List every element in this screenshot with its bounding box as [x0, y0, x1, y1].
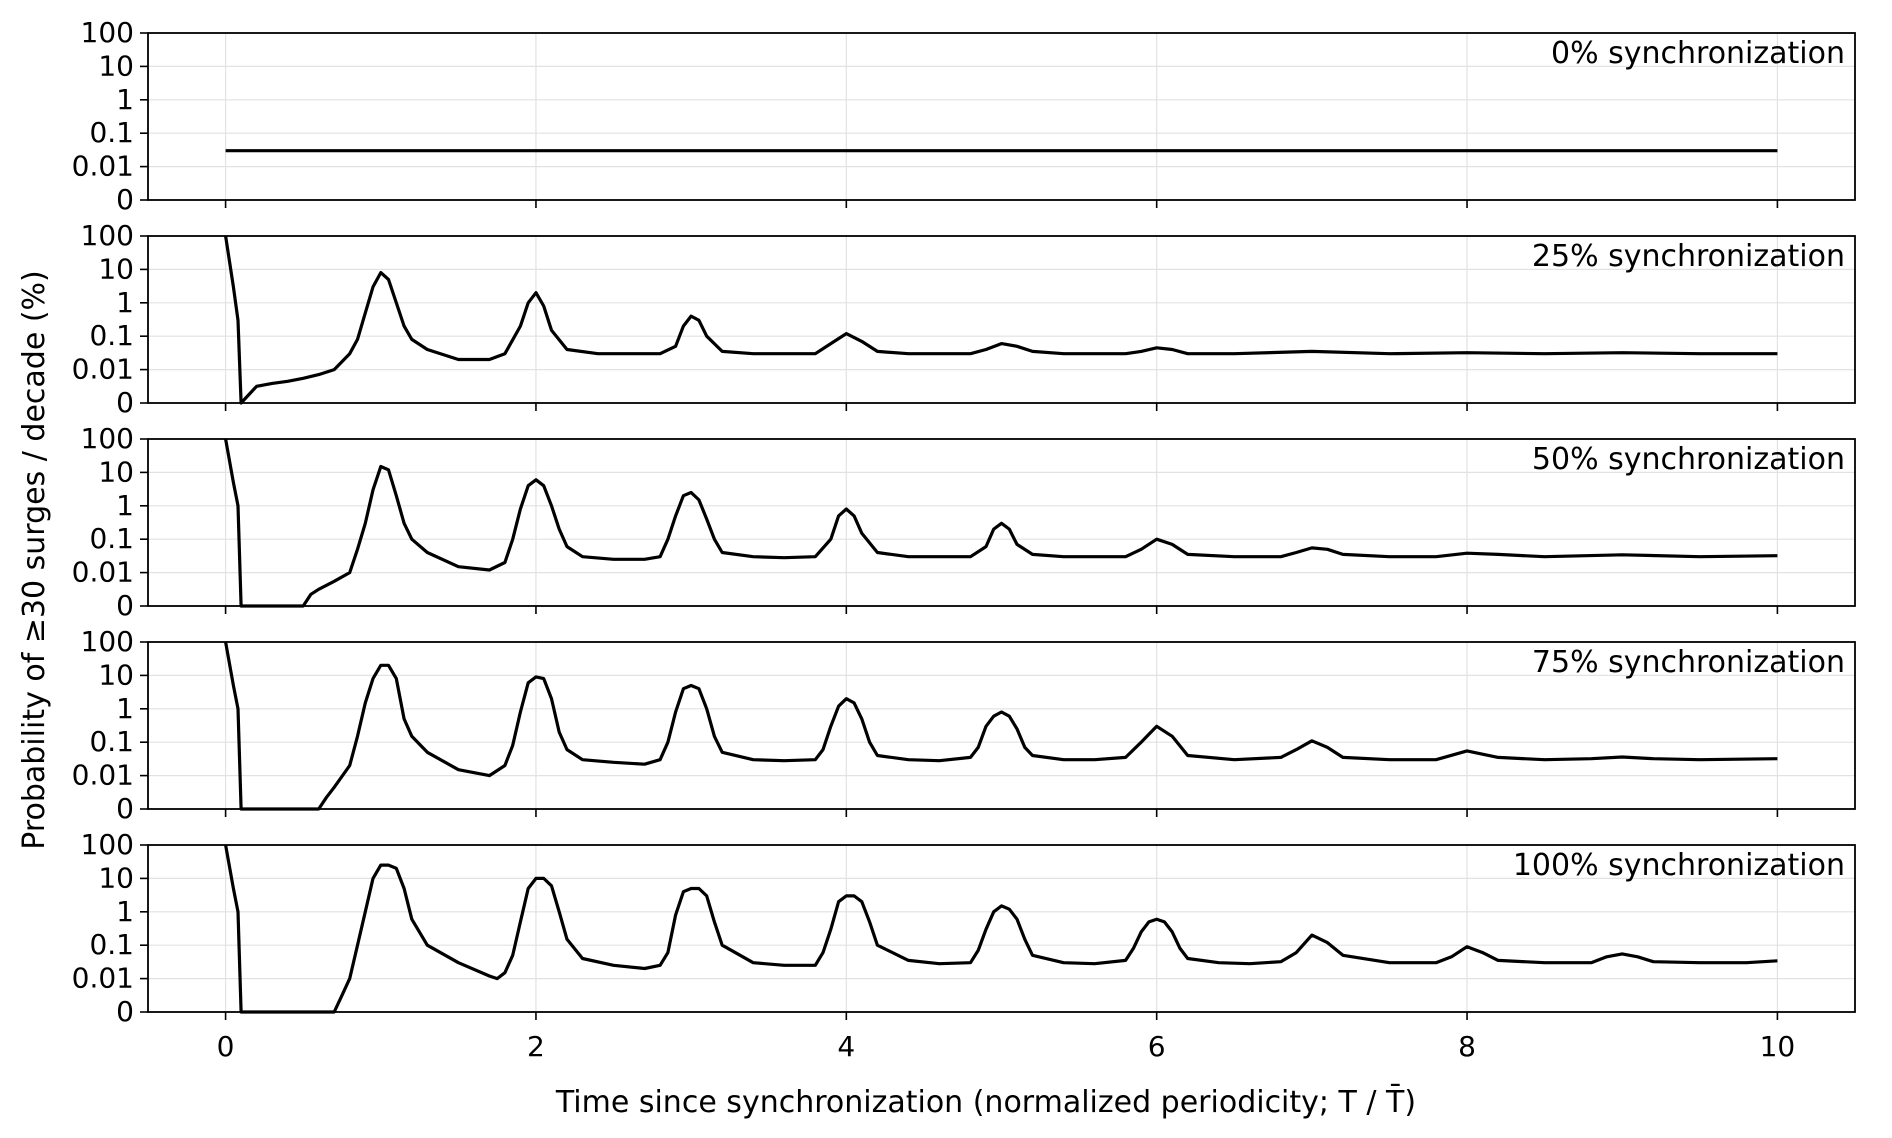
y-tick-label: 0.1	[89, 319, 134, 352]
series-line	[224, 844, 1778, 1014]
y-tick-label: 1	[116, 692, 134, 725]
panel-frame	[147, 641, 1856, 810]
y-tick-label: 10	[98, 658, 134, 691]
y-tick-label: 100	[81, 625, 134, 658]
panel-label: 50% synchronization	[1532, 442, 1845, 477]
y-axis-label: Probability of ≥30 surges / decade (%)	[17, 270, 52, 850]
panel-label: 0% synchronization	[1551, 36, 1845, 71]
panel-frame	[147, 438, 1856, 607]
y-tick-label: 0	[116, 995, 134, 1028]
series-line	[224, 641, 1778, 811]
x-tick-label: 0	[217, 1030, 235, 1063]
y-tick-label: 100	[81, 219, 134, 252]
y-tick-label: 1	[116, 83, 134, 116]
x-tick-label: 4	[837, 1030, 855, 1063]
x-tick-label: 10	[1760, 1030, 1796, 1063]
x-axis: 0 2 4 6 8 10	[217, 1030, 1796, 1063]
panel-frame	[147, 32, 1856, 201]
y-tick-label: 0	[116, 792, 134, 825]
panel-frame	[147, 235, 1856, 404]
series-line	[224, 438, 1778, 608]
x-tick-label: 8	[1458, 1030, 1476, 1063]
y-tick-label: 0.1	[89, 725, 134, 758]
panel-label: 75% synchronization	[1532, 645, 1845, 680]
panel-frame	[147, 844, 1856, 1013]
y-tick-label: 0.1	[89, 522, 134, 555]
y-tick-label: 0	[116, 183, 134, 216]
y-tick-label: 0.01	[72, 759, 134, 792]
y-tick-label: 100	[81, 16, 134, 49]
y-tick-label: 100	[81, 828, 134, 861]
y-tick-label: 100	[81, 422, 134, 455]
y-tick-label: 0.01	[72, 556, 134, 589]
panel-label: 25% synchronization	[1532, 239, 1845, 274]
x-axis-label: Time since synchronization (normalized p…	[555, 1084, 1416, 1120]
y-tick-label: 0	[116, 386, 134, 419]
y-tick-label: 10	[98, 252, 134, 285]
y-tick-label: 1	[116, 489, 134, 522]
y-tick-label: 1	[116, 286, 134, 319]
y-tick-label: 0.01	[72, 150, 134, 183]
series-line	[224, 235, 1778, 405]
x-tick-label: 2	[527, 1030, 545, 1063]
y-tick-label: 0	[116, 589, 134, 622]
y-tick-label: 10	[98, 861, 134, 894]
y-tick-label: 0.1	[89, 928, 134, 961]
y-tick-label: 0.01	[72, 353, 134, 386]
panel-label: 100% synchronization	[1513, 848, 1845, 883]
y-tick-label: 1	[116, 895, 134, 928]
y-tick-label: 0.01	[72, 962, 134, 995]
y-tick-label: 10	[98, 49, 134, 82]
y-tick-label: 10	[98, 455, 134, 488]
y-tick-label: 0.1	[89, 116, 134, 149]
x-tick-label: 6	[1148, 1030, 1166, 1063]
